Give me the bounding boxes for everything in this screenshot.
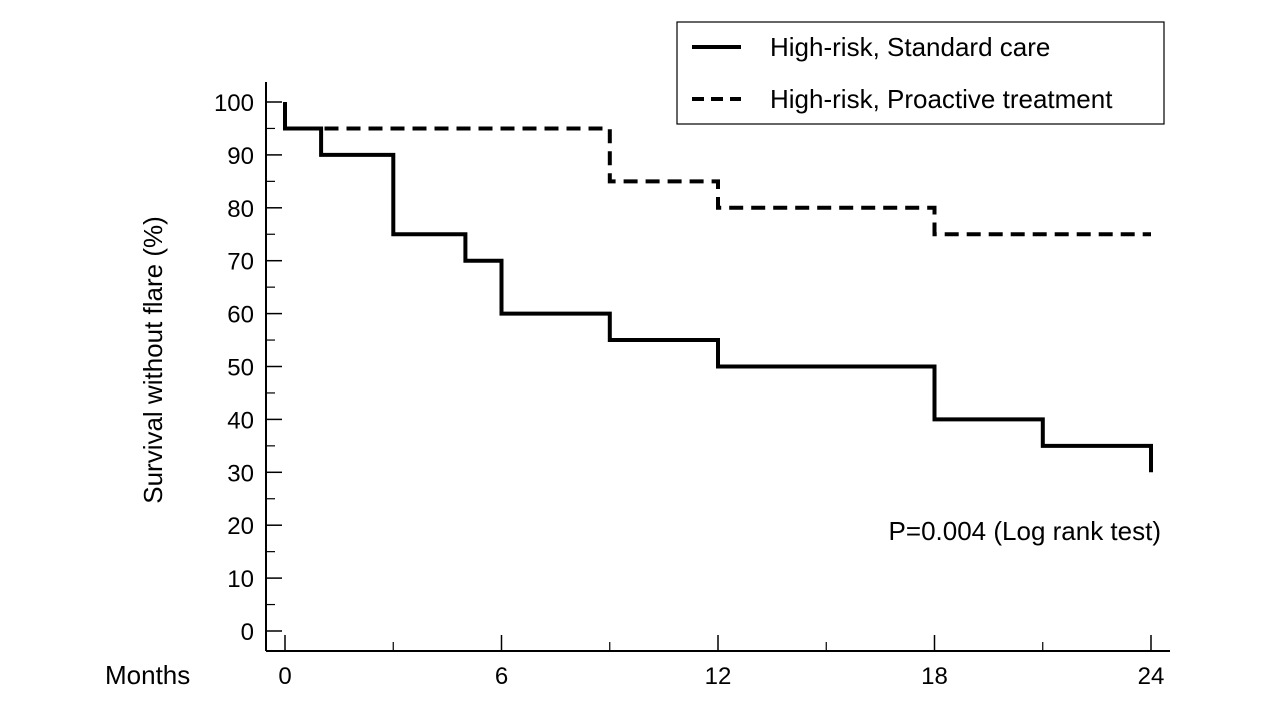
y-tick-label: 50 xyxy=(227,355,254,382)
x-tick-label: 6 xyxy=(495,663,508,690)
y-tick-label: 100 xyxy=(214,90,254,117)
y-tick-label: 0 xyxy=(241,619,254,646)
x-tick-label: 18 xyxy=(921,663,948,690)
y-tick-label: 70 xyxy=(227,249,254,276)
y-axis-ticks: 0 10 20 30 40 50 60 70 80 90 100 xyxy=(214,90,282,646)
legend-box xyxy=(676,21,1165,125)
y-tick-label: 60 xyxy=(227,302,254,329)
y-tick-label: 10 xyxy=(227,566,254,593)
x-tick-label: 0 xyxy=(278,663,291,690)
series-line-standard-care xyxy=(283,102,1153,473)
x-tick-label: 12 xyxy=(705,663,732,690)
p-value-annotation: P=0.004 (Log rank test) xyxy=(889,516,1161,546)
y-tick-label: 20 xyxy=(227,513,254,540)
legend-label-standard-care: High-risk, Standard care xyxy=(770,32,1050,62)
y-axis-title: Survival without flare (%) xyxy=(138,216,168,504)
legend-label-proactive-treatment: High-risk, Proactive treatment xyxy=(770,84,1113,114)
x-axis-ticks: 0 6 12 18 24 xyxy=(278,635,1164,690)
y-tick-label: 30 xyxy=(227,460,254,487)
series-line-proactive-treatment xyxy=(283,102,1151,237)
y-tick-label: 80 xyxy=(227,196,254,223)
x-axis-title: Months xyxy=(105,660,190,690)
y-tick-label: 90 xyxy=(227,143,254,170)
x-tick-label: 24 xyxy=(1138,663,1165,690)
y-tick-label: 40 xyxy=(227,407,254,434)
legend: High-risk, Standard care High-risk, Proa… xyxy=(676,21,1165,125)
series-layer xyxy=(283,102,1153,473)
